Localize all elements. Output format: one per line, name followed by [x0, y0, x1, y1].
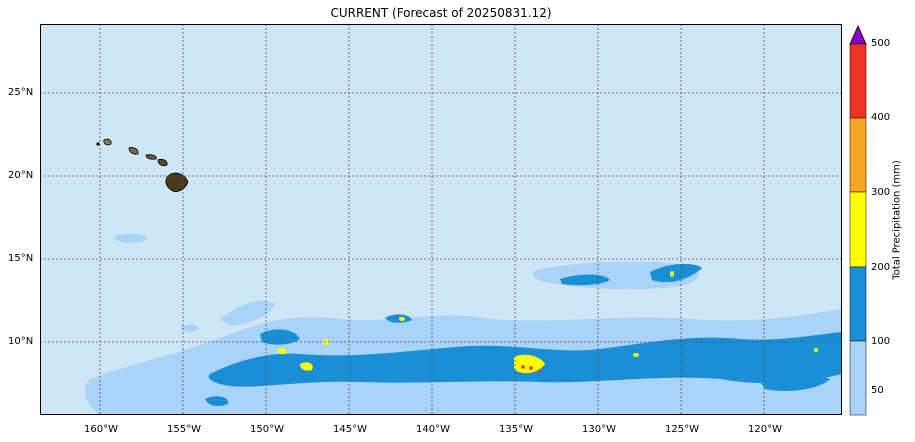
- graticule: [40, 24, 842, 415]
- island-hawaii: [165, 172, 189, 192]
- colorbar-tick: 400: [871, 112, 891, 123]
- colorbar-tick: 50: [871, 385, 884, 396]
- lon-label: 140°W: [416, 424, 450, 435]
- colorbar-level-400-500: [849, 43, 867, 119]
- lon-label: 120°W: [748, 424, 782, 435]
- lat-label: 20°N: [8, 170, 34, 181]
- precip-extreme-areas: [521, 365, 541, 373]
- lat-label: 10°N: [8, 336, 34, 347]
- colorbar: [849, 25, 867, 416]
- colorbar-level-300-400: [849, 117, 867, 193]
- precipitation-map: [40, 24, 842, 415]
- lon-label: 150°W: [250, 424, 284, 435]
- island-oahu: [128, 147, 139, 155]
- colorbar-level-200-300: [849, 191, 867, 268]
- lon-label: 145°W: [333, 424, 367, 435]
- lat-label: 25°N: [8, 87, 34, 98]
- island-maui: [157, 158, 168, 167]
- lon-label: 125°W: [665, 424, 699, 435]
- colorbar-level-100-200: [849, 266, 867, 342]
- lon-label: 135°W: [499, 424, 533, 435]
- lon-label: 130°W: [582, 424, 616, 435]
- colorbar-tick: 200: [871, 262, 891, 273]
- colorbar-title: Total Precipitation (mm): [891, 160, 903, 280]
- island-kauai: [103, 138, 112, 146]
- lat-label: 15°N: [8, 253, 34, 264]
- map-title: CURRENT (Forecast of 20250831.12): [330, 6, 552, 20]
- map-border: [40, 24, 842, 415]
- island-molokai: [145, 154, 157, 160]
- colorbar-tick: 300: [871, 187, 891, 198]
- colorbar-extend-arrow: [849, 25, 867, 45]
- precip-heavy-areas: [277, 271, 818, 374]
- colorbar-tick: 500: [871, 38, 891, 49]
- colorbar-tick: 100: [871, 336, 891, 347]
- lon-label: 160°W: [84, 424, 118, 435]
- hawaiian-islands: [96, 138, 189, 192]
- lon-label: 155°W: [167, 424, 201, 435]
- colorbar-level-50-100: [849, 340, 867, 416]
